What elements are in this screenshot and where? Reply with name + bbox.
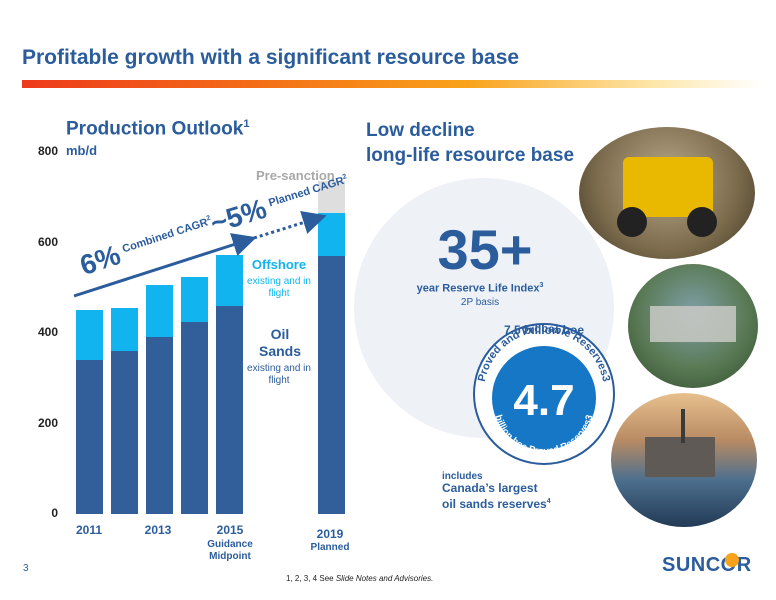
footnote-prefix: 1, 2, 3, 4 See [286, 574, 336, 583]
rli-value: 35+ [437, 218, 533, 281]
offshore-platform-photo [611, 393, 757, 527]
offshore-sub-label: existing and in flight [247, 276, 311, 299]
rli-basis: 2P basis [460, 297, 500, 308]
bar-2015-offshore [216, 255, 243, 306]
cagr-arrows [73, 211, 327, 298]
x-label-2015: 2015 [216, 523, 244, 537]
chart-heading: Production Outlook1 [66, 118, 249, 140]
includes-sup: 4 [546, 498, 551, 505]
includes-line3: oil sands reserves4 [442, 495, 551, 511]
x-label-2011: 2011 [75, 523, 103, 537]
title-gradient-bar [22, 80, 762, 88]
y-tick-600: 600 [37, 234, 58, 249]
bar-2019-pre-sanction [318, 181, 345, 214]
bar-2013-offshore [146, 285, 173, 337]
oilsands-label: Oil Sands [258, 326, 301, 359]
chart-heading-text: Production Outlook [66, 118, 244, 140]
suncor-sun-icon [725, 553, 739, 567]
bar-2011-oil-sands [76, 360, 103, 514]
footnote-italic: Slide Notes and Advisories. [335, 574, 434, 583]
proved-reserves-value: 4.7 [513, 376, 574, 425]
bar-2013-oil-sands [146, 336, 173, 514]
includes-line2: Canada’s largest [442, 481, 538, 495]
combined-cagr-arrow [73, 233, 257, 298]
presanction-label: Pre-sanction [256, 168, 335, 183]
planned-cagr-arrow [253, 211, 327, 240]
bar-2019-oil-sands [318, 256, 345, 514]
x-sub-2015: Guidance Midpoint [207, 539, 253, 562]
bar-2012-oil-sands [111, 351, 138, 514]
platform-derrick-shape [681, 409, 685, 443]
platform-structure-shape [645, 437, 715, 477]
includes-line1: includes [442, 471, 483, 482]
resource-heading-line1: Low decline [366, 120, 475, 141]
includes-note: includes Canada’s largest oil sands rese… [442, 471, 551, 511]
x-label-2013: 2013 [144, 523, 172, 537]
oil-sands-facility-photo [628, 264, 758, 388]
includes-line3-text: oil sands reserves [442, 497, 547, 511]
slide-title: Profitable growth with a significant res… [22, 46, 520, 69]
facility-buildings-shape [650, 306, 736, 342]
chart-unit: mb/d [66, 143, 98, 158]
reserves-top-label: 7.5 billion boe [504, 323, 584, 337]
proved-reserves-circle [492, 346, 596, 450]
rli-label-sup: 3 [539, 282, 544, 289]
planned-cagr-sup: 2 [341, 173, 348, 182]
offshore-label: Offshore [251, 257, 307, 272]
resource-heading-line2: long-life resource base [366, 145, 575, 166]
truck-wheel-left [617, 207, 647, 237]
y-tick-0: 0 [51, 506, 58, 520]
y-tick-800: 800 [37, 144, 58, 158]
x-label-2019: 2019 [316, 527, 344, 541]
bar-2011-offshore [76, 310, 103, 361]
truck-wheel-right [687, 207, 717, 237]
mining-truck-photo [579, 127, 755, 259]
page-number: 3 [23, 563, 29, 574]
reserves-badge: Proved and Probable Reserves3 7.5 billio… [473, 323, 615, 465]
bar-2014-offshore [181, 277, 208, 322]
y-tick-200: 200 [37, 415, 58, 430]
bar-2014-oil-sands [181, 321, 208, 514]
y-tick-400: 400 [37, 325, 58, 339]
bar-2012-offshore [111, 308, 138, 352]
bar-2015-oil-sands [216, 305, 243, 514]
x-sub-2019: Planned [310, 542, 350, 553]
rli-label-text: year Reserve Life Index [416, 282, 540, 295]
rli-label: year Reserve Life Index3 [395, 282, 565, 295]
chart-heading-sup: 1 [243, 118, 250, 130]
resource-heading: Low decline long-life resource base [366, 118, 574, 168]
oilsands-sub-label: existing and in flight [247, 363, 311, 386]
footnote: 1, 2, 3, 4 See Slide Notes and Advisorie… [286, 574, 433, 583]
